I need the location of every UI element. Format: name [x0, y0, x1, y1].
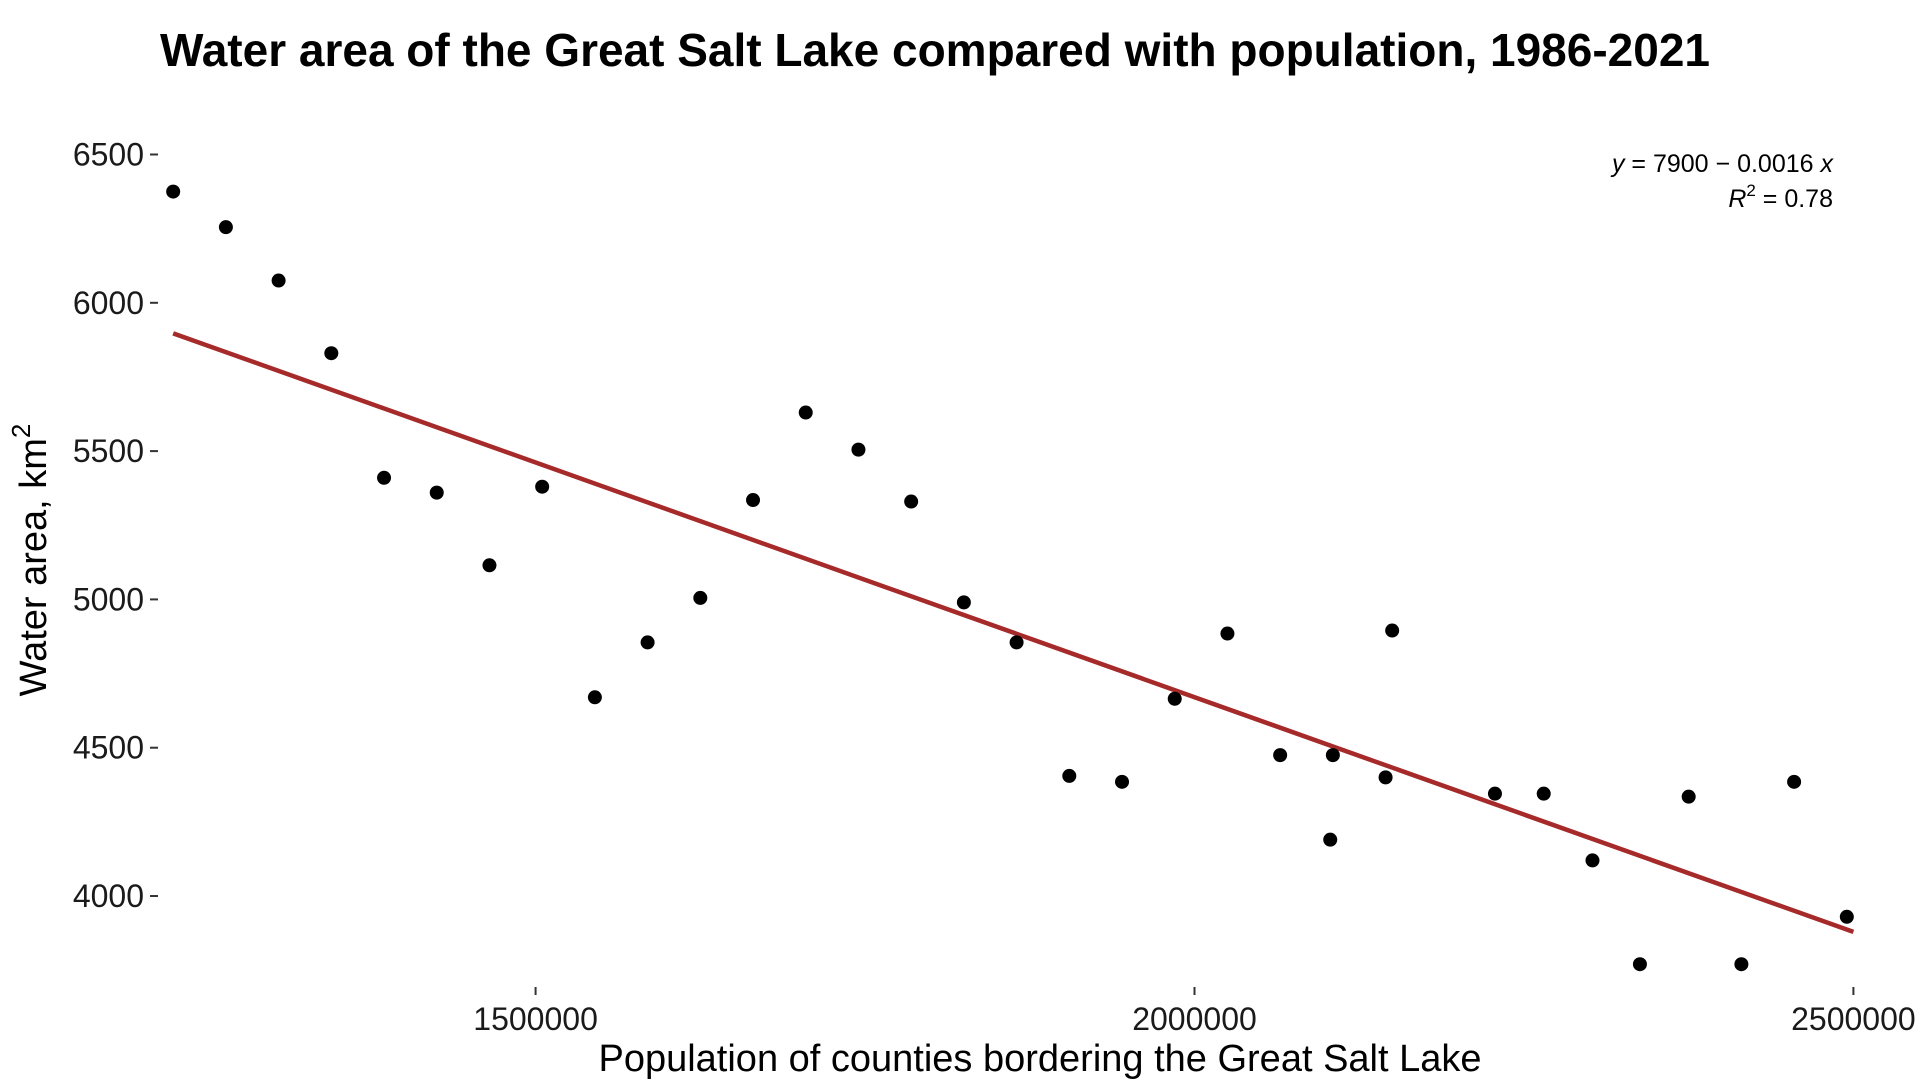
data-point: [271, 273, 286, 288]
data-point: [851, 442, 866, 457]
y-tick-label: 5500: [73, 433, 144, 469]
data-point: [1385, 623, 1400, 638]
data-point: [1062, 768, 1077, 783]
y-tick-label: 6500: [73, 136, 144, 172]
equation-y-var: y: [1610, 150, 1626, 178]
data-point: [1115, 774, 1130, 789]
data-point: [482, 558, 497, 573]
data-point: [1167, 691, 1182, 706]
y-tick-label: 4500: [73, 730, 144, 766]
data-point: [1632, 957, 1647, 972]
y-axis-title-superscript: 2: [6, 424, 36, 438]
data-point: [1323, 832, 1338, 847]
data-point: [1839, 909, 1854, 924]
data-point: [166, 184, 181, 199]
regression-equation: y = 7900 − 0.0016 x: [1610, 150, 1835, 178]
data-point: [798, 405, 813, 420]
data-point: [1273, 748, 1288, 763]
data-point: [377, 470, 392, 485]
data-point: [324, 346, 339, 361]
data-point: [746, 493, 761, 508]
data-point: [956, 595, 971, 610]
data-point: [1734, 957, 1749, 972]
data-point: [904, 494, 919, 509]
data-point: [1009, 635, 1024, 650]
y-axis: 4000 4500 5000 5500 6000 6500: [73, 136, 158, 914]
equation-body: = 7900 − 0.0016: [1624, 150, 1820, 178]
r2-symbol: R: [1728, 185, 1746, 213]
data-point: [1585, 853, 1600, 868]
data-point: [429, 485, 444, 500]
data-point: [1487, 786, 1502, 801]
data-point: [693, 590, 708, 605]
x-tick-label: 2000000: [1132, 1001, 1257, 1037]
y-tick-label: 5000: [73, 581, 144, 617]
data-point: [1787, 774, 1802, 789]
data-points: [166, 184, 1854, 972]
y-tick-label: 4000: [73, 878, 144, 914]
x-axis: 1500000 2000000 2500000: [473, 987, 1916, 1037]
data-point: [1378, 770, 1393, 785]
data-point: [218, 220, 233, 235]
data-point: [1536, 786, 1551, 801]
data-point: [640, 635, 655, 650]
data-point: [587, 690, 602, 705]
x-axis-title: Population of counties bordering the Gre…: [598, 1038, 1481, 1080]
y-tick-label: 6000: [73, 285, 144, 321]
x-tick-label: 2500000: [1791, 1001, 1916, 1037]
data-point: [1220, 626, 1235, 641]
y-axis-title-text: Water area, km: [13, 438, 55, 696]
chart-title: Water area of the Great Salt Lake compar…: [160, 24, 1710, 76]
equation-x-var: x: [1820, 150, 1835, 178]
x-tick-label: 1500000: [473, 1001, 598, 1037]
data-point: [1325, 748, 1340, 763]
r2-value: = 0.78: [1756, 185, 1833, 213]
y-axis-title: Water area, km2: [6, 424, 55, 697]
regression-line: [172, 331, 1855, 935]
r2-superscript: 2: [1746, 181, 1755, 200]
r-squared: R2 = 0.78: [1728, 181, 1833, 213]
data-point: [1681, 789, 1696, 804]
data-point: [535, 479, 550, 494]
